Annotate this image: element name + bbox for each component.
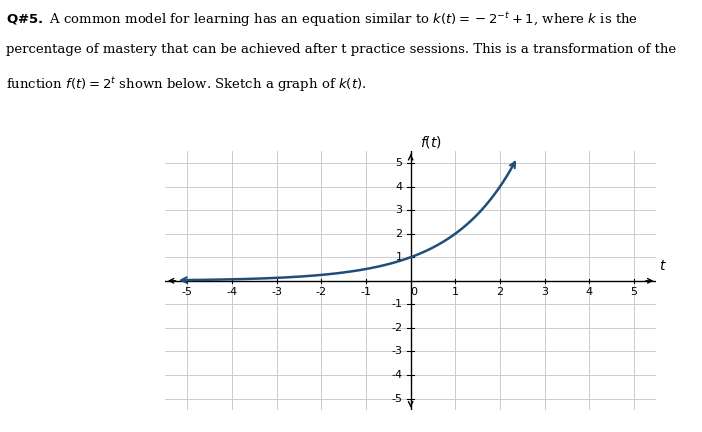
Text: $\mathbf{Q\#5.}$ A common model for learning has an equation similar to $k(t) = : $\mathbf{Q\#5.}$ A common model for lear…: [6, 11, 637, 29]
Text: 4: 4: [585, 287, 593, 297]
Text: 5: 5: [396, 158, 403, 168]
Text: -5: -5: [392, 394, 403, 403]
Text: -2: -2: [316, 287, 327, 297]
Text: -4: -4: [227, 287, 237, 297]
Text: 3: 3: [541, 287, 548, 297]
Text: -1: -1: [392, 299, 403, 309]
Text: 3: 3: [396, 205, 403, 215]
Text: -5: -5: [182, 287, 193, 297]
Text: $f(t)$: $f(t)$: [420, 134, 442, 150]
Text: 2: 2: [395, 229, 403, 238]
Text: 1: 1: [396, 252, 403, 262]
Text: 5: 5: [630, 287, 637, 297]
Text: -1: -1: [361, 287, 371, 297]
Text: function $f(t) = 2^t$ shown below. Sketch a graph of $k(t)$.: function $f(t) = 2^t$ shown below. Sketc…: [6, 76, 366, 94]
Text: 1: 1: [452, 287, 459, 297]
Text: -3: -3: [271, 287, 282, 297]
Text: 0: 0: [411, 287, 418, 297]
Text: -4: -4: [392, 370, 403, 380]
Text: 2: 2: [496, 287, 503, 297]
Text: percentage of mastery that can be achieved after t practice sessions. This is a : percentage of mastery that can be achiev…: [6, 43, 676, 56]
Text: -3: -3: [392, 346, 403, 356]
Text: 4: 4: [395, 181, 403, 191]
Text: $t$: $t$: [658, 259, 666, 273]
Text: -2: -2: [392, 323, 403, 333]
